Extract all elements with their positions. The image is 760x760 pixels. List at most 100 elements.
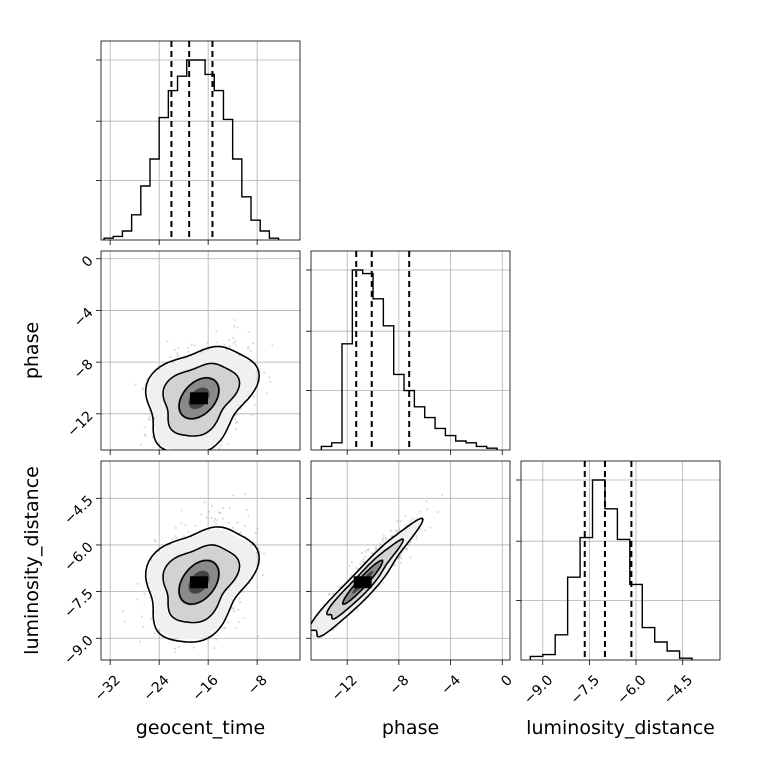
density-peak xyxy=(189,576,208,589)
scatter-point xyxy=(213,520,216,523)
scatter-point xyxy=(436,510,439,514)
panel-content xyxy=(121,492,266,654)
scatter-point xyxy=(364,550,367,553)
x-tick-label: −8 xyxy=(387,672,413,698)
scatter-point xyxy=(218,447,221,450)
scatter-point xyxy=(231,607,234,610)
scatter-point xyxy=(399,555,402,558)
scatter-point xyxy=(238,597,241,600)
scatter-point xyxy=(187,350,190,353)
scatter-point xyxy=(241,590,244,594)
scatter-point xyxy=(411,517,414,520)
scatter-point xyxy=(134,383,137,386)
scatter-point xyxy=(208,510,211,513)
scatter-point xyxy=(367,548,370,551)
scatter-point xyxy=(176,354,179,357)
scatter-point xyxy=(394,564,397,567)
scatter-point xyxy=(144,433,147,436)
scatter-point xyxy=(381,539,384,542)
scatter-point xyxy=(222,626,226,629)
scatter-point xyxy=(234,428,237,431)
scatter-point xyxy=(214,517,217,521)
scatter-point xyxy=(235,626,238,629)
scatter-point xyxy=(239,407,242,410)
scatter-point xyxy=(374,546,377,549)
scatter-point xyxy=(233,610,236,613)
panel-frame xyxy=(310,250,511,451)
x-axis-label-geocent_time: geocent_time xyxy=(136,717,265,739)
scatter-point xyxy=(271,344,274,347)
scatter-point xyxy=(311,634,313,637)
scatter-point xyxy=(405,547,408,550)
scatter-point xyxy=(328,592,331,595)
y-tick-label: 0 xyxy=(79,253,97,271)
scatter-point xyxy=(193,344,196,347)
contour-line xyxy=(144,345,261,450)
contour-line xyxy=(178,377,220,420)
scatter-point xyxy=(213,646,216,650)
scatter-point xyxy=(359,562,362,565)
scatter-point xyxy=(206,341,209,344)
y-tick-label: −7.5 xyxy=(61,586,96,621)
scatter-point xyxy=(123,620,126,623)
scatter-point xyxy=(184,523,187,527)
scatter-point xyxy=(247,347,250,350)
scatter-point xyxy=(175,536,178,540)
scatter-point xyxy=(306,622,308,624)
scatter-point xyxy=(309,645,311,647)
scatter-point xyxy=(153,452,155,454)
scatter-point xyxy=(426,508,429,511)
scatter-point xyxy=(356,609,359,612)
histogram-panel-geocent_time xyxy=(96,40,301,241)
scatter-point xyxy=(233,607,236,610)
contour-line xyxy=(325,538,405,620)
scatter-point xyxy=(425,500,428,503)
scatter-point xyxy=(238,621,241,624)
scatter-point xyxy=(171,538,174,541)
scatter-point xyxy=(263,371,266,374)
scatter-point xyxy=(259,368,262,371)
scatter-point xyxy=(303,640,305,642)
scatter-point xyxy=(415,517,418,520)
scatter-point xyxy=(303,635,305,637)
scatter-point xyxy=(400,557,403,560)
scatter-point xyxy=(154,461,156,463)
scatter-point xyxy=(429,526,432,529)
scatter-point xyxy=(382,534,385,537)
scatter-point xyxy=(254,532,257,535)
y-tick-label: −12 xyxy=(64,408,96,440)
scatter-point xyxy=(250,413,253,416)
scatter-point xyxy=(395,529,398,532)
scatter-point xyxy=(407,544,410,547)
histogram-luminosity_distance xyxy=(529,479,693,660)
x-tick-label: −12 xyxy=(329,672,361,704)
y-tick-label: −4.5 xyxy=(61,493,96,528)
scatter-point xyxy=(228,506,231,509)
contour-line xyxy=(162,544,241,624)
scatter-point xyxy=(177,347,180,350)
scatter-point xyxy=(219,511,222,514)
scatter-point xyxy=(144,434,147,437)
scatter-point xyxy=(176,352,179,355)
scatter-point xyxy=(252,395,255,398)
density-peak xyxy=(189,392,208,405)
scatter-point xyxy=(236,326,239,329)
scatter-point xyxy=(239,531,242,534)
scatter-point xyxy=(308,632,310,634)
scatter-point xyxy=(302,627,304,629)
scatter-point xyxy=(177,645,180,649)
panel-content xyxy=(294,493,444,654)
x-tick-label: −9.0 xyxy=(521,672,556,707)
scatter-point xyxy=(247,514,250,517)
x-tick-label: −16 xyxy=(190,672,222,704)
contour-line xyxy=(341,559,384,605)
scatter-point xyxy=(294,652,296,654)
scatter-point xyxy=(190,343,193,346)
scatter-point xyxy=(169,355,172,358)
scatter-point xyxy=(142,625,145,629)
contour-line xyxy=(162,362,241,437)
x-axis-label-phase: phase xyxy=(382,717,439,739)
scatter-point xyxy=(141,615,144,618)
scatter-point xyxy=(395,530,398,533)
